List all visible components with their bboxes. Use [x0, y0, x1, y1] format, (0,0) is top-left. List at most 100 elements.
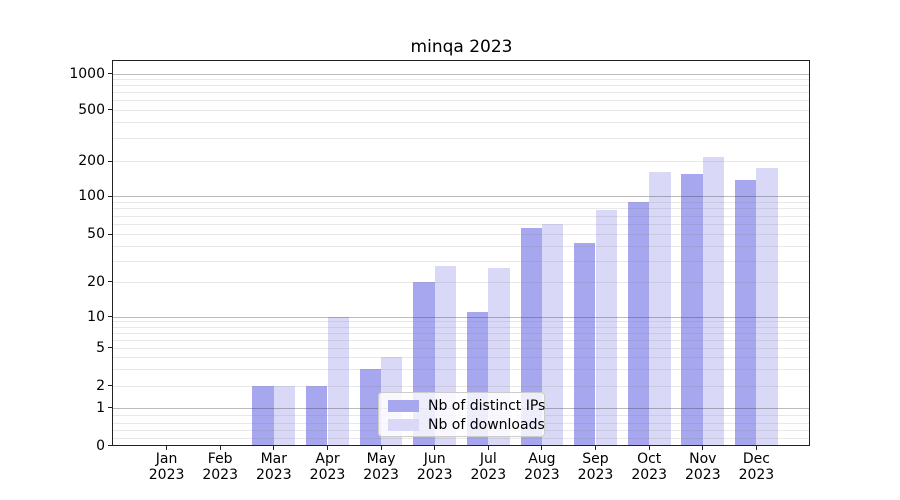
x-tick-label-may: May 2023: [349, 451, 413, 483]
y-tick-mark: [108, 385, 113, 387]
bar-oct-distinct-ips: [627, 201, 650, 446]
x-tick-label-year: 2023: [524, 467, 560, 483]
y-tick-mark: [108, 109, 113, 111]
bar-dec-downloads: [756, 168, 778, 446]
x-tick-label-month: Jul: [479, 451, 497, 467]
x-tick-label-jul: Jul 2023: [456, 451, 520, 483]
bar-sep-distinct-ips: [574, 243, 596, 446]
x-tick-label-jun: Jun 2023: [403, 451, 467, 483]
x-tick-mark: [434, 446, 436, 450]
y-tick-mark: [108, 160, 113, 162]
x-tick-label-month: Dec: [742, 451, 770, 467]
x-tick-mark: [326, 446, 329, 450]
y-tick-mark: [108, 195, 113, 197]
y-tick-mark: [108, 407, 113, 409]
y-tick-label: 1000: [69, 65, 105, 82]
x-tick-mark: [648, 446, 650, 450]
x-tick-label-sep: Sep 2023: [564, 451, 628, 483]
x-tick-label-nov: Nov 2023: [671, 451, 735, 483]
x-tick-label-year: 2023: [255, 467, 292, 483]
bar-dec-distinct-ips: [734, 180, 757, 446]
bar-apr-distinct-ips: [306, 385, 328, 446]
x-tick-label-month: Aug: [528, 451, 556, 467]
y-tick-mark: [108, 316, 113, 318]
x-tick-label-aug: Aug 2023: [510, 451, 574, 483]
gridline-minor-400: [113, 122, 810, 124]
x-tick-label-year: 2023: [363, 467, 399, 483]
y-tick-label: 10: [87, 308, 105, 325]
y-tick-label: 50: [87, 226, 105, 243]
x-tick-label-dec: Dec 2023: [724, 451, 788, 483]
x-tick-label-year: 2023: [202, 467, 238, 483]
gridline-minor-900: [113, 79, 810, 80]
x-tick-mark: [541, 446, 543, 450]
x-tick-label-month: Sep: [582, 451, 609, 467]
x-tick-label-year: 2023: [148, 467, 185, 483]
x-tick-label-year: 2023: [309, 467, 346, 483]
legend-label-downloads: Nb of downloads: [428, 416, 545, 433]
x-tick-label-feb: Feb 2023: [188, 451, 252, 483]
x-tick-label-month: Jan: [155, 451, 178, 467]
y-tick-label: 2: [96, 377, 105, 394]
gridline-minor-500: [113, 109, 810, 111]
x-tick-label-apr: Apr 2023: [296, 451, 360, 483]
x-tick-label-year: 2023: [470, 467, 507, 483]
bar-mar-downloads: [273, 385, 296, 446]
x-tick-mark: [702, 446, 704, 450]
x-tick-label-month: Feb: [207, 451, 233, 467]
gridline-minor-600: [113, 100, 810, 102]
gridline-minor-700: [113, 92, 810, 94]
x-tick-label-month: Jun: [423, 451, 446, 467]
x-tick-mark: [755, 446, 757, 450]
bar-nov-downloads: [702, 157, 725, 446]
x-tick-label-year: 2023: [577, 467, 614, 483]
x-tick-mark: [594, 446, 597, 450]
y-tick-mark: [108, 347, 113, 349]
y-tick-mark: [108, 73, 113, 75]
y-tick-mark: [108, 281, 113, 283]
gridline-minor-800: [113, 85, 810, 87]
legend-item-downloads: Nb of downloads: [379, 415, 545, 434]
x-tick-label-oct: Oct 2023: [617, 451, 681, 483]
legend-swatch-downloads: [388, 418, 419, 431]
x-tick-label-year: 2023: [738, 467, 775, 483]
bar-oct-downloads: [649, 172, 671, 446]
x-tick-label-month: Apr: [315, 451, 340, 467]
x-tick-label-year: 2023: [684, 467, 721, 483]
bar-mar-distinct-ips: [252, 385, 274, 446]
y-tick-label: 200: [78, 153, 105, 169]
y-tick-label: 0: [96, 437, 105, 454]
x-tick-mark: [380, 446, 382, 450]
chart-title: minqa 2023: [410, 37, 513, 57]
x-tick-mark: [219, 446, 221, 450]
x-tick-mark: [487, 446, 489, 450]
bar-may-distinct-ips: [359, 368, 381, 446]
y-tick-label: 1: [96, 399, 105, 416]
x-tick-label-month: May: [366, 451, 396, 467]
gridline-minor-300: [113, 138, 810, 140]
x-tick-label-mar: Mar 2023: [242, 451, 306, 483]
bar-nov-distinct-ips: [681, 173, 703, 446]
legend: Nb of distinct IPs Nb of downloads: [378, 392, 545, 437]
y-tick-label: 5: [96, 339, 105, 356]
x-tick-label-month: Mar: [260, 451, 287, 467]
x-tick-label-year: 2023: [631, 467, 667, 483]
bar-aug-distinct-ips: [520, 228, 542, 446]
bar-apr-downloads: [327, 316, 349, 446]
x-tick-label-year: 2023: [416, 467, 453, 483]
y-tick-mark: [108, 233, 113, 235]
x-tick-mark: [166, 446, 168, 450]
legend-swatch-distinct-ips: [388, 399, 419, 412]
bar-aug-downloads: [541, 224, 564, 446]
gridline-major-1000: [113, 73, 810, 75]
bar-sep-downloads: [595, 209, 617, 446]
legend-item-distinct-ips: Nb of distinct IPs: [379, 396, 545, 415]
x-tick-mark: [273, 446, 275, 450]
y-tick-mark: [108, 445, 113, 447]
x-tick-label-jan: Jan 2023: [135, 451, 199, 483]
x-tick-label-month: Oct: [637, 451, 662, 467]
y-tick-label: 500: [78, 101, 105, 118]
x-tick-label-month: Nov: [689, 451, 717, 467]
y-tick-label: 20: [87, 273, 105, 290]
